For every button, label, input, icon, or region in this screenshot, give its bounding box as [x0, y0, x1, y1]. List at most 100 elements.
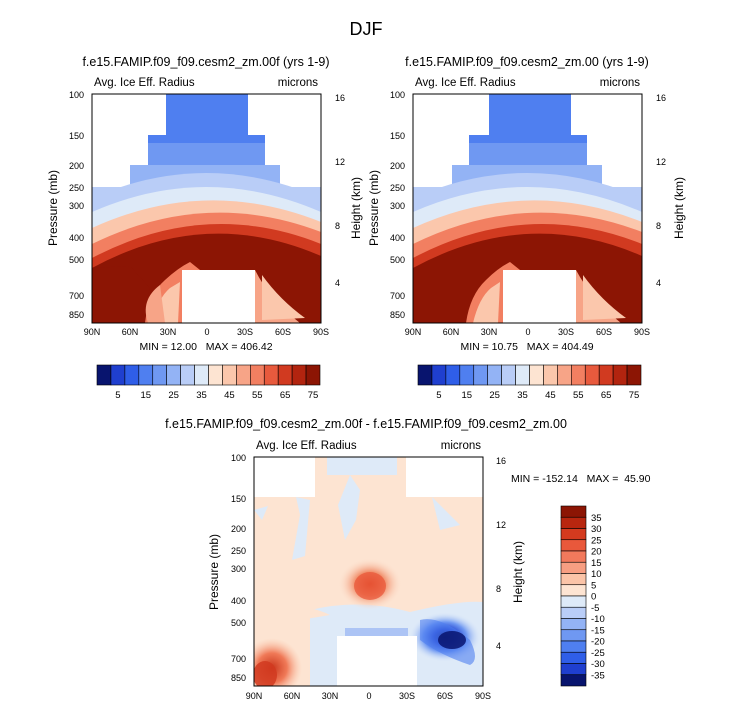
y-tick: 700 — [231, 654, 246, 664]
y-tick: 300 — [69, 201, 84, 211]
panel-title: f.e15.FAMIP.f09_f09.cesm2_zm.00 (yrs 1-9… — [405, 55, 649, 69]
colorbar-swatch — [138, 364, 154, 386]
x-ticks: 90N 60N 30N 0 30S 60S 90S — [405, 327, 650, 337]
colorbar-label: 35 — [196, 390, 207, 401]
y-axis-label: Pressure (mb) — [207, 534, 221, 610]
colorbar-swatch — [431, 364, 447, 386]
colorbar-swatch — [560, 539, 587, 552]
y-tick-right: 12 — [496, 520, 506, 530]
y-tick: 700 — [390, 291, 405, 301]
x-tick: 30N — [322, 691, 339, 701]
colorbar-label: 55 — [573, 390, 584, 401]
colorbar-label: 75 — [629, 390, 640, 401]
y-axis-label: Pressure (mb) — [46, 170, 60, 246]
panel-difference: f.e15.FAMIP.f09_f09.cesm2_zm.00f - f.e15… — [165, 417, 651, 701]
x-tick: 60N — [122, 327, 139, 337]
colorbar-swatch — [417, 364, 433, 386]
y-tick: 150 — [231, 494, 246, 504]
colorbar-swatch — [560, 573, 587, 586]
y-ticks-right: 16 12 8 4 — [496, 456, 506, 651]
y-tick-right: 8 — [656, 221, 661, 231]
y-ticks-left: 100 150 200 250 300 400 500 700 850 — [231, 453, 246, 683]
y-tick: 400 — [231, 596, 246, 606]
y-tick-right: 12 — [335, 157, 345, 167]
colorbar-swatch — [459, 364, 475, 386]
x-tick: 60N — [284, 691, 301, 701]
colorbar-label: 15 — [591, 558, 602, 569]
y-tick: 100 — [231, 453, 246, 463]
colorbar-swatch — [529, 364, 544, 386]
colorbar-swatch — [560, 629, 587, 642]
colorbar-label: 65 — [601, 390, 612, 401]
colorbar-swatch — [626, 364, 642, 386]
y-tick: 150 — [390, 131, 405, 141]
colorbar-label: 0 — [591, 592, 596, 603]
colorbar-label: 55 — [252, 390, 263, 401]
colorbar-swatch — [560, 584, 587, 597]
colorbar-swatch — [208, 364, 223, 386]
y-tick: 850 — [69, 310, 84, 320]
colorbar-swatch — [584, 364, 600, 386]
y-tick-right: 4 — [656, 278, 661, 288]
y-tick: 200 — [69, 161, 84, 171]
colorbar: 5 15 25 35 45 55 65 75 — [417, 364, 642, 401]
colorbar-label: 5 — [436, 390, 441, 401]
y-tick: 400 — [69, 233, 84, 243]
colorbar-label: 75 — [308, 390, 319, 401]
y-tick: 100 — [390, 90, 405, 100]
colorbar-swatch — [560, 618, 587, 631]
variable-label: Avg. Ice Eff. Radius — [256, 440, 357, 452]
x-tick: 0 — [366, 691, 371, 701]
x-tick: 30N — [481, 327, 498, 337]
min-max-stats: MIN = -152.14 MAX = 45.90 — [511, 473, 651, 485]
y-ticks-left: 100 150 200 250 300 400 500 700 850 — [390, 90, 405, 320]
min-max-stats: MIN = 12.00 MAX = 406.42 — [139, 341, 272, 353]
colorbar-swatch — [194, 364, 209, 386]
colorbar-swatch — [560, 505, 587, 518]
x-tick: 90N — [405, 327, 422, 337]
colorbar-swatch — [291, 364, 307, 386]
x-tick: 60S — [437, 691, 453, 701]
colorbar-swatch — [560, 640, 587, 653]
colorbar-label: -35 — [591, 670, 605, 681]
colorbar-swatch — [501, 364, 516, 386]
panel-title: f.e15.FAMIP.f09_f09.cesm2_zm.00f (yrs 1-… — [82, 55, 329, 69]
colorbar-swatch — [166, 364, 181, 386]
colorbar-swatch — [557, 364, 572, 386]
y-tick: 250 — [231, 546, 246, 556]
colorbar-label: 5 — [115, 390, 120, 401]
x-tick: 0 — [525, 327, 530, 337]
colorbar-label: 5 — [591, 580, 596, 591]
y-tick: 400 — [390, 233, 405, 243]
colorbar-label: -15 — [591, 625, 605, 636]
x-tick: 0 — [204, 327, 209, 337]
colorbar-swatch — [222, 364, 237, 386]
colorbar-swatch — [236, 364, 251, 386]
x-tick: 60S — [596, 327, 612, 337]
x-tick: 60N — [443, 327, 460, 337]
colorbar-swatch — [560, 561, 587, 574]
colorbar-swatch — [124, 364, 140, 386]
colorbar-label: -25 — [591, 648, 605, 659]
min-max-stats: MIN = 10.75 MAX = 404.49 — [460, 341, 593, 353]
variable-label: Avg. Ice Eff. Radius — [94, 77, 195, 89]
x-tick: 30S — [558, 327, 574, 337]
x-tick: 90N — [246, 691, 263, 701]
y-tick: 300 — [231, 564, 246, 574]
colorbar-label: 30 — [591, 524, 602, 535]
plot-field — [92, 94, 321, 323]
units-label: microns — [278, 77, 319, 89]
x-ticks: 90N 60N 30N 0 30S 60S 90S — [246, 691, 491, 701]
y-tick: 200 — [390, 161, 405, 171]
y-tick-right: 16 — [335, 93, 345, 103]
y-tick-right: 4 — [496, 641, 501, 651]
colorbar-swatch — [473, 364, 488, 386]
colorbar-swatch — [560, 550, 587, 563]
panel-title: f.e15.FAMIP.f09_f09.cesm2_zm.00f - f.e15… — [165, 417, 567, 431]
colorbar-swatch — [612, 364, 628, 386]
colorbar-swatch — [180, 364, 195, 386]
y-tick: 200 — [231, 524, 246, 534]
colorbar-swatch — [445, 364, 461, 386]
colorbar-label: 15 — [461, 390, 472, 401]
